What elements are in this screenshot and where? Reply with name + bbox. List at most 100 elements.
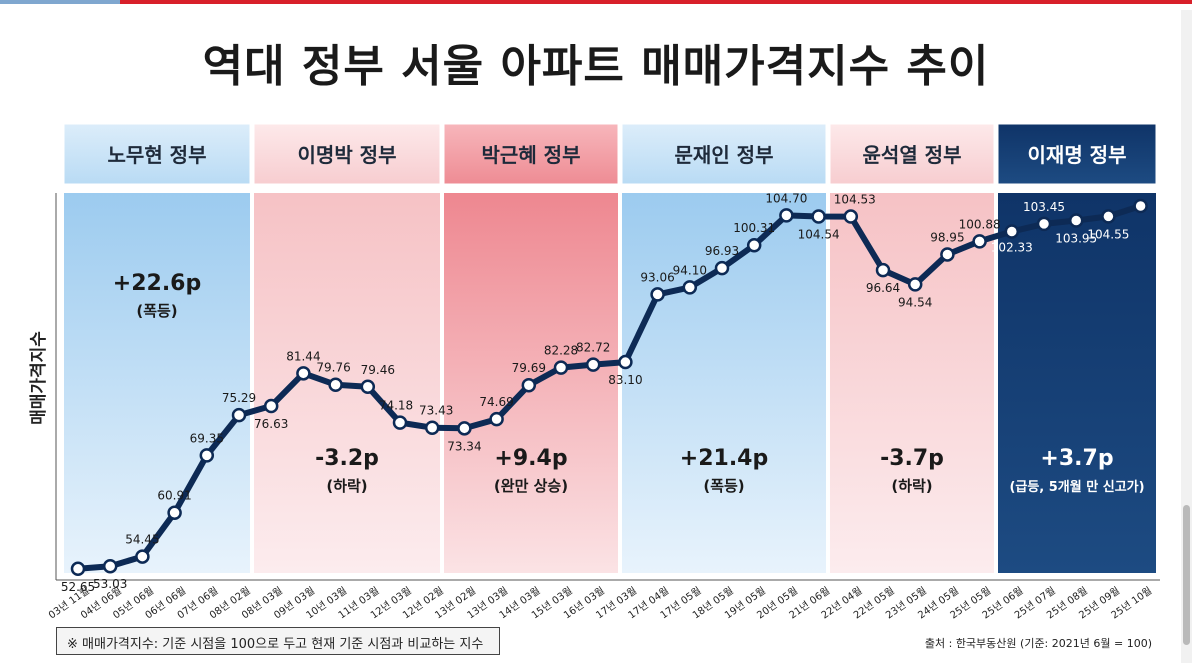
- data-point: [521, 377, 537, 393]
- government-header: [253, 123, 441, 185]
- data-label: 74.69: [479, 395, 513, 409]
- data-label: 94.10: [673, 263, 707, 277]
- data-point: [1101, 209, 1116, 224]
- data-label: 79.76: [316, 361, 350, 375]
- data-point: [1004, 224, 1020, 239]
- government-band: [830, 193, 994, 573]
- chart-title: 역대 정부 서울 아파트 매매가격지수 추이: [202, 41, 990, 92]
- scrollbar[interactable]: [1181, 10, 1192, 663]
- government-name: 이명박 정부: [298, 143, 397, 167]
- data-point: [70, 561, 86, 577]
- data-point: [1036, 216, 1052, 232]
- period-change-note: (하락): [326, 477, 367, 495]
- government-headers: 노무현 정부 이명박 정부 박근혜 정부 문재인 정부 윤석열 정부 이재명 정부: [63, 123, 1157, 185]
- data-label: 54.45: [125, 533, 159, 547]
- data-label: 104.54: [798, 227, 840, 241]
- data-point: [618, 354, 633, 370]
- data-points: [70, 198, 1148, 577]
- data-point: [553, 360, 569, 375]
- top-accent-bar: [0, 0, 1192, 4]
- period-change-value: +21.4p: [680, 446, 768, 471]
- government-header: [621, 123, 827, 185]
- data-label: 52.65: [61, 580, 95, 594]
- y-axis-label: 매매가격지수: [29, 331, 49, 425]
- government-name: 노무현 정부: [108, 143, 207, 167]
- data-point: [650, 287, 665, 302]
- data-point: [424, 420, 440, 435]
- data-label: 53.03: [93, 577, 127, 591]
- data-label: 83.10: [608, 373, 642, 387]
- government-band: [622, 193, 826, 573]
- data-point: [972, 234, 987, 249]
- data-label: 82.28: [544, 344, 578, 358]
- data-label: 82.72: [576, 341, 610, 355]
- source-text: 출처 : 한국부동산원 (기준: 2021년 6월 = 100): [924, 637, 1152, 650]
- data-label: 100.31: [733, 221, 775, 235]
- period-change-note: (급등, 5개월 만 신고가): [1009, 479, 1144, 495]
- data-point: [843, 209, 859, 224]
- period-change-value: -3.7p: [880, 446, 944, 471]
- data-point: [811, 209, 826, 224]
- data-point: [296, 366, 311, 381]
- data-point: [102, 558, 118, 574]
- series-line: [75, 203, 1144, 572]
- data-point: [746, 237, 762, 253]
- data-label: 79.69: [512, 361, 546, 375]
- data-label: 104.55: [1087, 227, 1129, 241]
- data-point: [682, 280, 698, 295]
- government-name: 박근혜 정부: [482, 143, 581, 167]
- data-point: [779, 208, 794, 223]
- data-label: 103.45: [1023, 200, 1065, 214]
- government-name: 문재인 정부: [675, 143, 774, 167]
- government-header: [829, 123, 995, 185]
- data-label: 69.35: [190, 431, 224, 445]
- period-change-note: (폭등): [136, 302, 177, 320]
- data-point: [1068, 213, 1084, 228]
- government-name: 이재명 정부: [1028, 143, 1127, 167]
- data-point: [907, 277, 923, 292]
- data-point: [1133, 198, 1148, 214]
- government-header: [997, 123, 1157, 185]
- data-label: 60.91: [157, 489, 191, 503]
- data-label: 73.34: [447, 439, 481, 453]
- data-label: 79.46: [361, 363, 395, 377]
- data-point: [199, 448, 215, 463]
- data-label: 96.64: [866, 281, 900, 295]
- government-band: [998, 193, 1156, 573]
- data-label: 106.09: [1122, 182, 1164, 196]
- data-point: [135, 549, 150, 564]
- scrollbar-thumb[interactable]: [1183, 505, 1190, 645]
- data-label: 73.43: [419, 404, 453, 418]
- data-label: 98.95: [930, 230, 964, 244]
- data-point: [940, 247, 955, 262]
- data-point: [457, 421, 472, 436]
- data-label: 76.63: [254, 417, 288, 431]
- data-point: [875, 262, 891, 278]
- data-point: [714, 260, 730, 276]
- data-point: [392, 415, 408, 430]
- period-change-value: +9.4p: [494, 446, 567, 471]
- top-accent-bar-left: [0, 0, 120, 4]
- data-label: 104.53: [834, 193, 876, 207]
- data-point: [231, 407, 247, 423]
- period-change-value: -3.2p: [315, 446, 379, 471]
- period-change-value: +22.6p: [113, 271, 201, 296]
- period-change-note: (완만 상승): [494, 477, 568, 495]
- period-change-note: (폭등): [703, 477, 744, 495]
- data-point: [328, 377, 343, 392]
- data-label: 74.18: [379, 399, 413, 413]
- government-header: [443, 123, 619, 185]
- data-point: [585, 357, 601, 372]
- government-name: 윤석열 정부: [863, 143, 962, 167]
- data-label: 81.44: [286, 349, 320, 363]
- data-label: 96.93: [705, 244, 739, 258]
- data-point: [489, 411, 504, 427]
- data-label: 102.33: [991, 240, 1033, 254]
- government-band: [64, 193, 250, 573]
- government-header: [63, 123, 251, 185]
- footnote: ※ 매매가격지수: 기준 시점을 100으로 두고 현재 기준 시점과 비교하는…: [56, 627, 500, 655]
- data-label: 100.88: [959, 217, 1001, 231]
